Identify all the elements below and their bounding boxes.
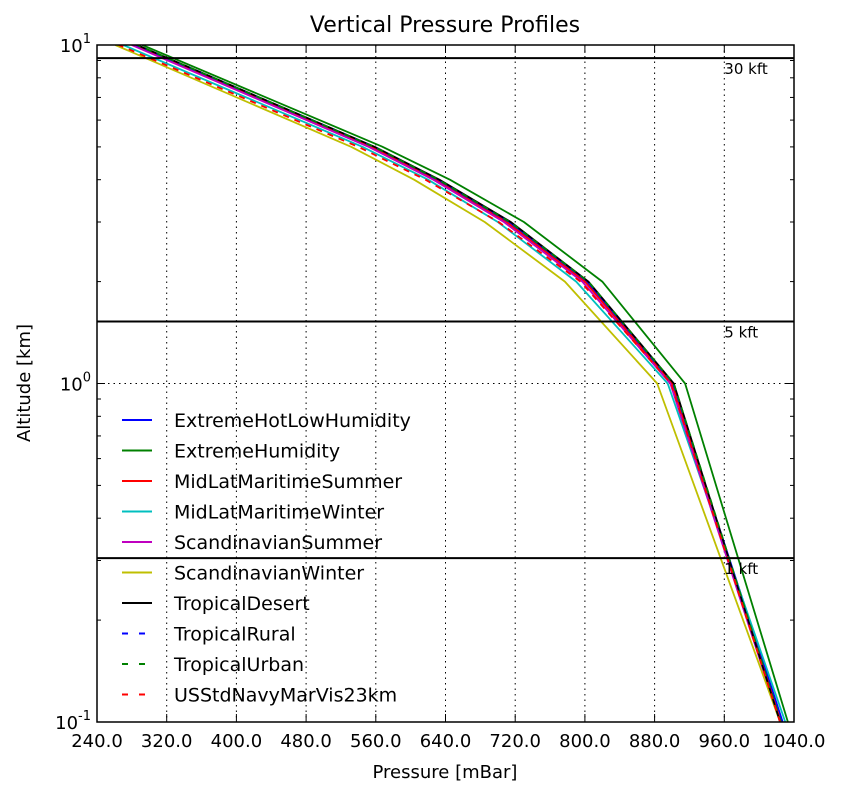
series-line-extremehumidity: [141, 45, 789, 722]
reference-line-label: 30 kft: [724, 60, 768, 78]
y-tick-label: 100: [60, 371, 91, 396]
x-tick-label: 880.0: [629, 731, 681, 752]
x-tick-label: 720.0: [489, 731, 541, 752]
x-tick-label: 320.0: [141, 731, 193, 752]
x-tick-label: 640.0: [420, 731, 472, 752]
legend-entry: ScandinavianWinter: [174, 563, 364, 585]
legend-entry: TropicalUrban: [173, 654, 304, 676]
reference-line-label: 1 kft: [724, 560, 758, 578]
x-axis-label: Pressure [mBar]: [373, 762, 518, 783]
x-tick-label: 240.0: [71, 731, 123, 752]
y-tick-labels: 10-1 100 101: [55, 32, 91, 734]
chart-title: Vertical Pressure Profiles: [310, 13, 580, 38]
reference-line-label: 5 kft: [724, 324, 758, 342]
axis-ticks: [96, 44, 795, 723]
x-tick-label: 960.0: [699, 731, 751, 752]
series-line-midlatmaritimesummer: [134, 45, 782, 722]
x-tick-label: 1040.0: [763, 731, 826, 752]
legend-entry: ScandinavianSummer: [174, 532, 382, 554]
legend: ExtremeHotLowHumidity ExtremeHumidity MidL…: [122, 410, 411, 707]
legend-entry: MidLatMaritimeSummer: [174, 471, 402, 493]
y-tick-label: 101: [60, 32, 91, 57]
x-tick-label: 400.0: [211, 731, 263, 752]
y-axis-label: Altitude [km]: [14, 324, 35, 442]
legend-entry: TropicalRural: [173, 624, 296, 646]
series-line-scandinavianwinter: [114, 45, 781, 722]
x-tick-labels: 240.0 320.0 400.0 480.0 560.0 640.0 720.0 800.0…: [71, 731, 825, 752]
series-line-usstdnavymarvis23km: [118, 45, 781, 722]
grid-lines: [97, 45, 794, 722]
y-tick-label: 10-1: [55, 709, 91, 734]
legend-entry: USStdNavyMarVis23km: [174, 685, 397, 707]
x-tick-label: 800.0: [559, 731, 611, 752]
series-line-tropicaldesert: [136, 45, 781, 722]
legend-entry: ExtremeHumidity: [174, 441, 340, 463]
legend-entry: ExtremeHotLowHumidity: [174, 410, 411, 432]
series-line-scandinaviansummer: [131, 45, 781, 722]
series-lines: [114, 45, 789, 722]
reference-lines: 30 kft 5 kft 1 kft: [97, 57, 794, 578]
x-tick-label: 480.0: [280, 731, 332, 752]
legend-entry: MidLatMaritimeWinter: [174, 502, 384, 524]
legend-entry: TropicalDesert: [173, 593, 310, 615]
x-tick-label: 560.0: [350, 731, 402, 752]
